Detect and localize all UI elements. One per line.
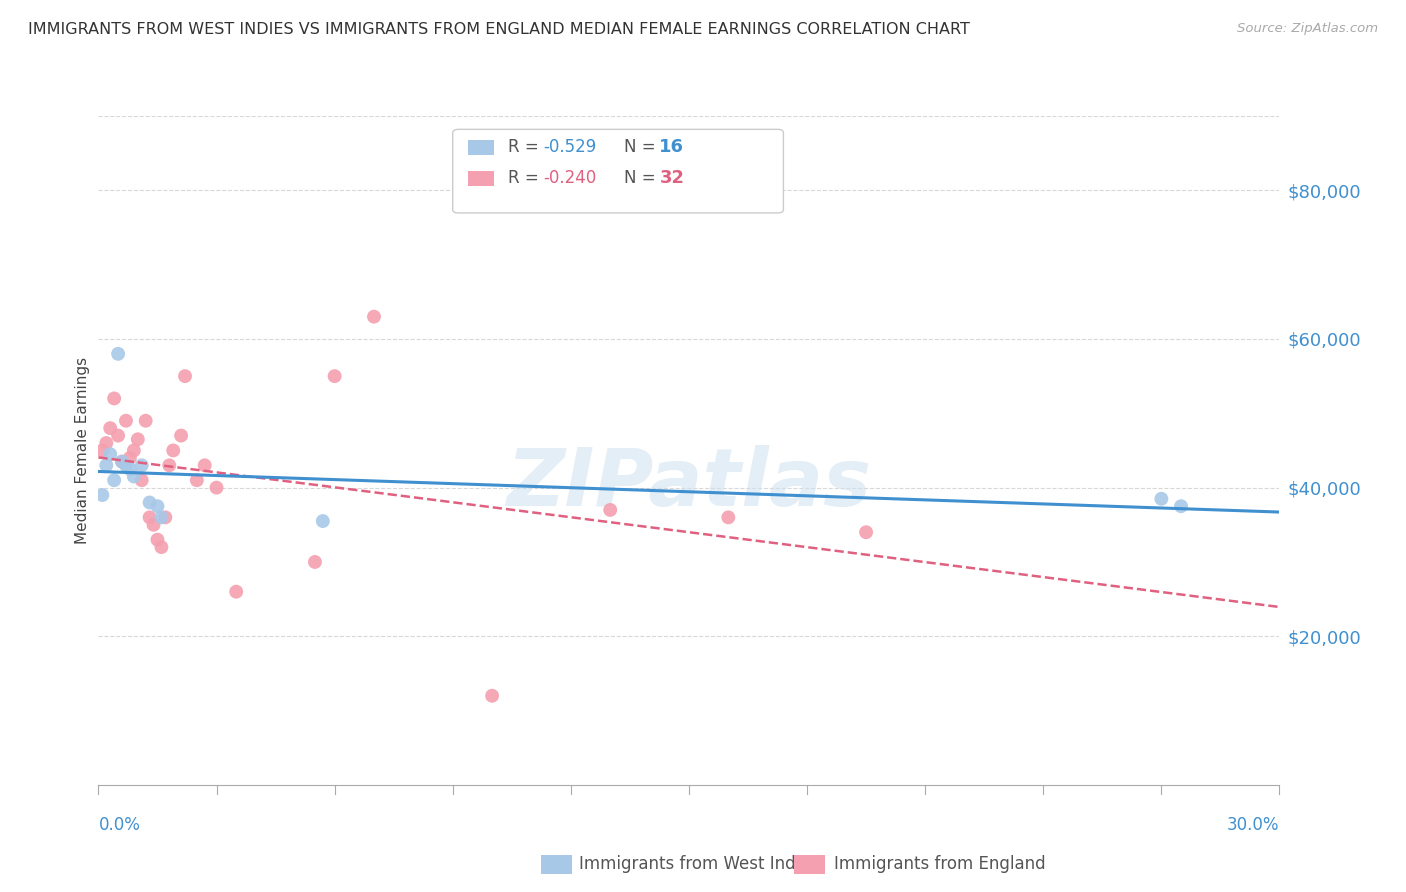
Text: Source: ZipAtlas.com: Source: ZipAtlas.com: [1237, 22, 1378, 36]
Y-axis label: Median Female Earnings: Median Female Earnings: [75, 357, 90, 544]
Point: [118, 462, 141, 476]
Point: [118, 450, 141, 465]
Point: [1150, 491, 1173, 506]
Point: [103, 473, 125, 487]
Point: [131, 458, 153, 473]
Point: [96, 436, 118, 450]
Point: [312, 514, 335, 528]
Text: R =: R =: [508, 138, 544, 156]
Text: N =: N =: [624, 138, 661, 156]
Point: [174, 369, 197, 384]
Point: [91, 488, 114, 502]
Point: [138, 495, 160, 509]
Point: [115, 414, 138, 428]
Point: [150, 510, 173, 524]
Point: [115, 458, 138, 473]
Text: 30.0%: 30.0%: [1227, 816, 1279, 834]
Point: [194, 458, 217, 473]
Text: -0.240: -0.240: [544, 169, 598, 187]
Point: [107, 347, 129, 361]
Text: Immigrants from England: Immigrants from England: [834, 855, 1046, 873]
Point: [96, 458, 118, 473]
Point: [481, 689, 503, 703]
Point: [170, 428, 193, 442]
Point: [304, 555, 326, 569]
Point: [162, 443, 184, 458]
FancyBboxPatch shape: [468, 140, 494, 155]
Point: [131, 473, 153, 487]
Point: [135, 414, 157, 428]
Point: [146, 533, 169, 547]
Point: [138, 510, 160, 524]
Text: 32: 32: [659, 169, 685, 187]
Point: [103, 392, 125, 406]
Point: [107, 428, 129, 442]
Point: [111, 455, 134, 469]
Point: [127, 432, 149, 446]
Point: [146, 500, 169, 514]
FancyBboxPatch shape: [453, 129, 783, 213]
FancyBboxPatch shape: [468, 171, 494, 186]
Point: [150, 540, 173, 554]
Point: [363, 310, 385, 324]
Text: R =: R =: [508, 169, 544, 187]
Point: [323, 369, 346, 384]
Point: [98, 421, 121, 435]
Point: [91, 443, 114, 458]
Text: -0.529: -0.529: [544, 138, 598, 156]
Point: [205, 481, 228, 495]
Point: [186, 473, 208, 487]
Point: [599, 503, 621, 517]
Point: [225, 584, 247, 599]
Point: [717, 510, 740, 524]
Text: 0.0%: 0.0%: [98, 816, 141, 834]
Point: [111, 455, 134, 469]
Text: N =: N =: [624, 169, 661, 187]
Point: [157, 458, 180, 473]
Text: IMMIGRANTS FROM WEST INDIES VS IMMIGRANTS FROM ENGLAND MEDIAN FEMALE EARNINGS CO: IMMIGRANTS FROM WEST INDIES VS IMMIGRANT…: [28, 22, 970, 37]
Point: [155, 510, 177, 524]
Point: [1170, 500, 1192, 514]
Point: [855, 525, 877, 540]
Text: 16: 16: [659, 138, 685, 156]
Point: [122, 469, 145, 483]
Point: [98, 447, 121, 461]
Point: [122, 443, 145, 458]
Text: ZIPatlas: ZIPatlas: [506, 445, 872, 523]
Text: Immigrants from West Indies: Immigrants from West Indies: [579, 855, 820, 873]
Point: [142, 517, 165, 532]
